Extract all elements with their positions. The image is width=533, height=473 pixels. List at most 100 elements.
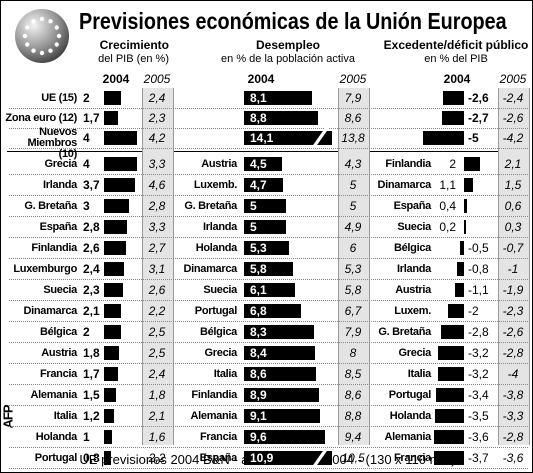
value-2005: -1	[507, 262, 519, 276]
value-2005: -3,8	[502, 388, 524, 402]
bar	[464, 220, 466, 234]
value-2005: -2,6	[502, 111, 524, 125]
bar	[104, 241, 126, 255]
value-label: 1,2	[83, 409, 100, 423]
value-label: 2,4	[83, 262, 100, 276]
value-2005: 8	[349, 346, 357, 360]
bar	[464, 199, 468, 213]
value-label: -2,8	[468, 325, 489, 339]
value-2005: 5,3	[344, 262, 362, 276]
bar	[436, 388, 464, 402]
value-2005: -3,6	[502, 451, 524, 465]
category-label: Alemania	[384, 431, 431, 443]
row-line	[169, 363, 368, 364]
value-label: 3	[83, 199, 90, 213]
value-label: 1,7	[83, 367, 100, 381]
row-line	[363, 258, 528, 259]
value-2005: 2,6	[148, 283, 166, 297]
bar	[104, 220, 128, 234]
value-label: 8,9	[250, 388, 267, 402]
value-2005: 2,4	[148, 91, 166, 105]
value-2005: -2,6	[502, 325, 524, 339]
category-label: Alemania	[190, 410, 237, 422]
category-label: Nuevos Miembros (10)	[27, 126, 77, 160]
row-line	[169, 108, 368, 109]
bar	[244, 430, 325, 444]
category-label: Grecia	[398, 347, 432, 359]
value-label: 5,3	[250, 241, 267, 255]
row-line	[9, 174, 172, 175]
year-header: 2004	[247, 72, 275, 86]
bar	[104, 262, 124, 276]
category-label: Holanda	[389, 410, 432, 422]
category-label: Portugal	[194, 305, 238, 317]
value-label: 2,3	[83, 283, 100, 297]
value-label: 2	[83, 325, 90, 339]
value-2005: 2,2	[148, 304, 166, 318]
value-2005: 13,8	[341, 131, 365, 145]
category-label: Luxemburgo	[13, 263, 77, 275]
row-line	[169, 174, 368, 175]
value-2005: 2,4	[148, 367, 166, 381]
value-label: 5	[250, 199, 257, 213]
row-line	[9, 468, 172, 469]
category-label: Holanda	[195, 242, 238, 254]
value-2005: 1,5	[504, 178, 522, 192]
value-label: 4	[83, 157, 90, 171]
row-line	[363, 405, 528, 406]
category-label: Francia	[39, 368, 77, 380]
bar	[434, 430, 464, 444]
value-label: 1	[83, 430, 90, 444]
row-line	[363, 426, 528, 427]
bar	[104, 451, 111, 465]
value-2005: -4,2	[502, 131, 524, 145]
category-label: Bélgica	[393, 242, 431, 254]
category-label: G. Bretaña	[24, 200, 77, 212]
year-header: 2004	[443, 72, 471, 86]
value-label: 6,8	[250, 304, 267, 318]
row-line	[9, 279, 172, 280]
row-line	[363, 148, 528, 149]
value-2005: 3,3	[148, 157, 166, 171]
category-label: Dinamarca	[23, 305, 77, 317]
value-label: 8,8	[250, 111, 267, 125]
category-label: España	[39, 221, 78, 233]
category-label: Luxem.	[394, 305, 431, 317]
category-label: Irlanda	[43, 179, 77, 191]
bar	[457, 262, 464, 276]
category-label: G. Bretaña	[378, 326, 431, 338]
value-2005: 1,6	[148, 430, 166, 444]
value-2005: -2,3	[502, 304, 524, 318]
value-2005: 8,8	[344, 409, 362, 423]
row-line	[169, 342, 368, 343]
value-2005: 4,6	[148, 178, 166, 192]
row-line	[169, 258, 368, 259]
row-line	[9, 237, 172, 238]
value-2005: 2,3	[148, 111, 166, 125]
category-label: Austria	[395, 284, 431, 296]
value-2005: -0,7	[502, 241, 524, 255]
category-label: Francia	[393, 452, 431, 464]
category-label: Zona euro (12)	[5, 112, 77, 124]
value-label: -3,2	[468, 346, 489, 360]
panel-subtitle: en % de la población activa	[221, 53, 355, 65]
bar	[104, 111, 119, 125]
value-label: 5,8	[250, 262, 267, 276]
row-line	[169, 405, 368, 406]
value-2005: 2,5	[148, 325, 166, 339]
value-label: -5	[468, 131, 479, 145]
eu-logo	[15, 9, 69, 63]
bar	[244, 388, 319, 402]
value-2005: 3,3	[148, 220, 166, 234]
bar	[244, 283, 296, 297]
row-line	[9, 216, 172, 217]
column-background	[498, 88, 530, 445]
value-label: -1,1	[468, 283, 489, 297]
category-label: España	[199, 452, 238, 464]
value-label: -2	[468, 304, 479, 318]
value-2005: 4,3	[344, 157, 362, 171]
row-line	[169, 279, 368, 280]
value-label: 4,5	[250, 157, 267, 171]
value-2005: 7,9	[344, 325, 362, 339]
category-label: Grecia	[204, 347, 238, 359]
